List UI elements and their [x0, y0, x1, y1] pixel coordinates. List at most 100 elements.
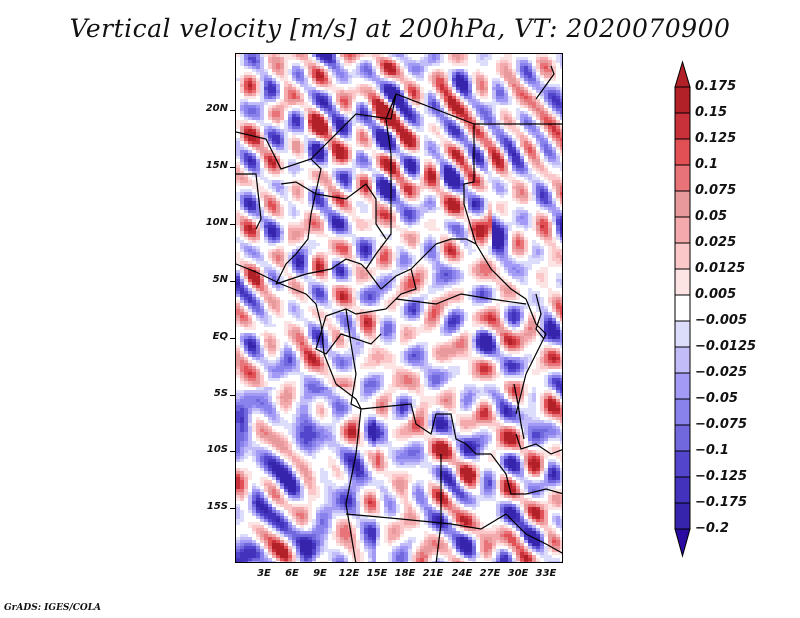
field-cell: [352, 90, 356, 93]
field-cell: [420, 87, 424, 90]
field-cell: [408, 279, 412, 282]
field-cell: [536, 129, 540, 132]
field-cell: [372, 156, 376, 159]
field-cell: [424, 135, 428, 138]
field-cell: [500, 126, 504, 129]
field-cell: [396, 90, 400, 93]
field-cell: [548, 210, 552, 213]
field-cell: [500, 231, 504, 234]
field-cell: [376, 81, 380, 84]
field-cell: [452, 267, 456, 270]
field-cell: [260, 276, 264, 279]
field-cell: [460, 180, 464, 183]
field-cell: [536, 78, 540, 81]
field-cell: [276, 108, 280, 111]
field-cell: [384, 159, 388, 162]
field-cell: [504, 147, 508, 150]
field-cell: [268, 231, 272, 234]
field-cell: [328, 246, 332, 249]
field-cell: [336, 183, 340, 186]
field-cell: [276, 96, 280, 99]
field-cell: [556, 222, 560, 225]
field-cell: [544, 276, 548, 279]
field-cell: [332, 192, 336, 195]
field-cell: [272, 228, 276, 231]
field-cell: [544, 147, 548, 150]
field-cell: [460, 240, 464, 243]
field-cell: [484, 54, 488, 57]
field-cell: [408, 171, 412, 174]
field-cell: [324, 87, 328, 90]
field-cell: [464, 72, 468, 75]
field-cell: [520, 72, 524, 75]
field-cell: [356, 282, 360, 285]
field-cell: [424, 279, 428, 282]
field-cell: [560, 204, 562, 207]
field-cell: [524, 99, 528, 102]
field-cell: [404, 171, 408, 174]
field-cell: [292, 264, 296, 267]
field-cell: [372, 129, 376, 132]
field-cell: [548, 159, 552, 162]
field-cell: [324, 219, 328, 222]
field-cell: [332, 129, 336, 132]
field-cell: [544, 150, 548, 153]
field-cell: [344, 222, 348, 225]
field-cell: [544, 78, 548, 81]
field-cell: [492, 279, 496, 282]
field-cell: [376, 99, 380, 102]
field-cell: [520, 114, 524, 117]
field-cell: [292, 168, 296, 171]
field-cell: [432, 180, 436, 183]
field-cell: [268, 264, 272, 267]
field-cell: [276, 204, 280, 207]
field-cell: [260, 138, 264, 141]
field-cell: [312, 54, 316, 57]
field-cell: [256, 84, 260, 87]
field-cell: [432, 243, 436, 246]
field-cell: [424, 183, 428, 186]
field-cell: [516, 237, 520, 240]
field-cell: [284, 99, 288, 102]
field-cell: [364, 147, 368, 150]
field-cell: [400, 141, 404, 144]
field-cell: [504, 186, 508, 189]
field-cell: [548, 132, 552, 135]
field-cell: [240, 138, 244, 141]
field-cell: [556, 111, 560, 114]
field-cell: [356, 279, 360, 282]
field-cell: [292, 63, 296, 66]
field-cell: [372, 192, 376, 195]
field-cell: [504, 246, 508, 249]
field-cell: [532, 189, 536, 192]
field-cell: [328, 93, 332, 96]
field-cell: [284, 141, 288, 144]
field-cell: [272, 63, 276, 66]
field-cell: [376, 75, 380, 78]
field-cell: [348, 225, 352, 228]
field-cell: [444, 78, 448, 81]
field-cell: [288, 273, 292, 276]
field-cell: [456, 69, 460, 72]
field-cell: [328, 129, 332, 132]
field-cell: [244, 156, 248, 159]
field-cell: [492, 237, 496, 240]
field-cell: [436, 72, 440, 75]
field-cell: [480, 189, 484, 192]
field-cell: [388, 87, 392, 90]
field-cell: [432, 84, 436, 87]
field-cell: [260, 120, 264, 123]
field-cell: [464, 198, 468, 201]
field-cell: [320, 78, 324, 81]
field-cell: [428, 141, 432, 144]
field-cell: [440, 54, 444, 57]
field-cell: [524, 93, 528, 96]
field-cell: [360, 93, 364, 96]
field-cell: [532, 111, 536, 114]
field-cell: [484, 231, 488, 234]
field-cell: [332, 168, 336, 171]
field-cell: [516, 162, 520, 165]
field-cell: [396, 54, 400, 57]
field-cell: [304, 87, 308, 90]
field-cell: [392, 252, 396, 255]
